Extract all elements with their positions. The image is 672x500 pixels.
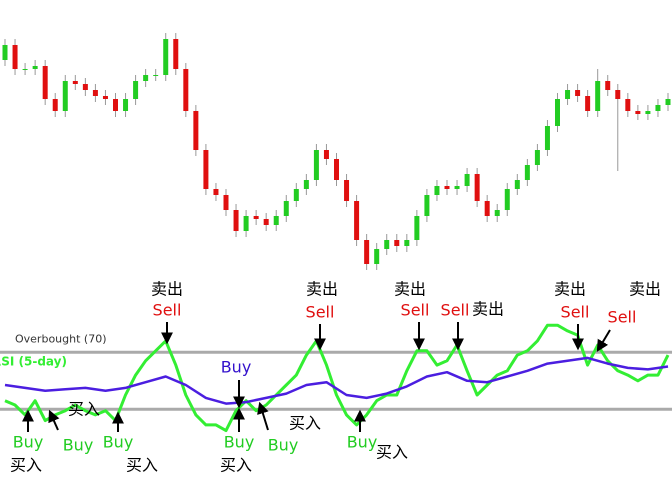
candle-body xyxy=(424,195,430,216)
candle-body xyxy=(153,75,159,76)
annotation: Buy xyxy=(63,436,94,455)
candle-body xyxy=(143,75,149,81)
candle-body xyxy=(555,99,560,126)
candle-body xyxy=(213,189,219,195)
candle-body xyxy=(183,69,189,111)
candle-body xyxy=(514,180,520,189)
annotation: 买入 xyxy=(376,443,408,462)
candle-body xyxy=(334,159,339,180)
candle-body xyxy=(464,174,470,186)
annotation: 卖出 xyxy=(306,280,338,299)
candle-body xyxy=(102,96,108,99)
candle-body xyxy=(243,216,249,231)
candle-body xyxy=(454,186,460,189)
candle-body xyxy=(665,99,671,105)
candle-body xyxy=(2,45,8,60)
candle-body xyxy=(585,96,591,111)
candle-body xyxy=(253,216,259,219)
candle-body xyxy=(374,249,380,264)
candle-body xyxy=(404,240,410,246)
candle-body xyxy=(82,84,88,90)
candle-body xyxy=(384,240,390,249)
candle-body xyxy=(72,81,78,84)
annotation: Sell xyxy=(306,303,335,322)
candle-body xyxy=(534,150,540,165)
candle-body xyxy=(163,39,169,75)
candle-body xyxy=(113,99,118,111)
candle-body xyxy=(173,39,179,69)
candle-body xyxy=(645,111,651,114)
candle-body xyxy=(565,90,571,99)
annotation: Buy xyxy=(13,433,44,452)
candle-body xyxy=(595,81,601,111)
candle-body xyxy=(263,219,269,225)
candle-body xyxy=(434,186,440,195)
candle-body xyxy=(323,150,329,159)
candle-body xyxy=(233,210,239,231)
candle-body xyxy=(625,99,631,111)
candle-body xyxy=(12,45,18,69)
legend-label: RSI (5-day) xyxy=(0,355,67,369)
candle-body xyxy=(474,174,480,201)
candle-body xyxy=(615,90,621,99)
annotation: 卖出 xyxy=(394,280,426,299)
annotation: 买入 xyxy=(126,456,158,475)
annotation: 买入 xyxy=(68,400,100,419)
annotation: Sell xyxy=(441,301,470,320)
candle-body xyxy=(52,99,58,111)
rsi-line xyxy=(4,356,669,405)
arrow xyxy=(596,329,611,353)
candle-body xyxy=(504,189,510,210)
candle-body xyxy=(273,216,279,225)
candle-body xyxy=(303,180,309,189)
candle-body xyxy=(133,81,139,99)
candle-body xyxy=(605,81,611,90)
candle-body xyxy=(414,216,420,240)
candle-body xyxy=(223,195,229,210)
candle-body xyxy=(444,186,450,189)
annotation: Buy xyxy=(347,433,378,452)
annotation: Buy xyxy=(221,358,252,377)
annotation: Sell xyxy=(608,308,637,327)
annotation: Buy xyxy=(103,433,134,452)
annotation: 买入 xyxy=(220,456,252,475)
candle-body xyxy=(313,150,319,180)
annotation: 卖出 xyxy=(151,280,183,299)
annotation: Sell xyxy=(401,301,430,320)
annotation: 买入 xyxy=(289,414,321,433)
candle-body xyxy=(575,90,581,96)
arrow xyxy=(48,409,60,431)
candle-body xyxy=(394,240,400,246)
annotation: 卖出 xyxy=(629,280,661,299)
candle-body xyxy=(32,66,38,69)
candle-body xyxy=(344,180,350,201)
candle-body xyxy=(92,90,98,96)
candle-body xyxy=(354,201,360,240)
annotation: 买入 xyxy=(10,456,42,475)
candle-body xyxy=(494,210,500,216)
candle-body xyxy=(193,111,199,150)
candle-body xyxy=(203,150,209,189)
candle-body xyxy=(42,66,48,99)
level-label: Overbought (70) xyxy=(15,332,107,345)
candle-body xyxy=(524,165,530,180)
candle-body xyxy=(283,201,289,216)
candle-body xyxy=(62,81,68,111)
annotation: Buy xyxy=(268,436,299,455)
candle-body xyxy=(484,201,490,216)
candle-body xyxy=(123,99,129,111)
annotation: Sell xyxy=(561,303,590,322)
arrow xyxy=(257,401,269,431)
candle-body xyxy=(635,111,641,114)
annotation: Buy xyxy=(224,433,255,452)
annotation: Sell xyxy=(153,301,182,320)
annotation: 卖出 xyxy=(472,300,504,319)
candle-body xyxy=(364,240,370,264)
candle-body xyxy=(293,189,299,201)
candle-body xyxy=(655,105,661,111)
annotation: 卖出 xyxy=(554,280,586,299)
candle-body xyxy=(22,69,28,70)
candle-body xyxy=(544,126,550,150)
